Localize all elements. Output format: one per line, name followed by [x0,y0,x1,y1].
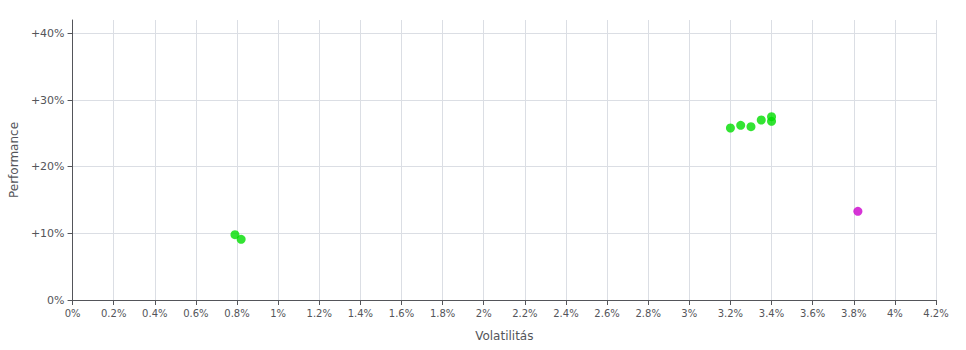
svg-text:+40%: +40% [31,27,65,40]
svg-text:0.8%: 0.8% [224,308,249,319]
svg-text:1%: 1% [270,308,286,319]
svg-text:1.6%: 1.6% [389,308,414,319]
svg-text:+30%: +30% [31,94,65,107]
svg-text:Volatilitás: Volatilitás [475,329,533,343]
svg-text:1.2%: 1.2% [307,308,332,319]
svg-text:4.2%: 4.2% [923,308,948,319]
svg-text:3.8%: 3.8% [841,308,866,319]
svg-text:2.2%: 2.2% [512,308,537,319]
svg-text:Performance: Performance [7,122,21,198]
svg-text:0.4%: 0.4% [142,308,167,319]
svg-text:0%: 0% [47,294,64,307]
svg-text:3%: 3% [681,308,697,319]
svg-text:2.8%: 2.8% [635,308,660,319]
svg-text:4%: 4% [887,308,903,319]
svg-text:0.6%: 0.6% [183,308,208,319]
svg-text:0.2%: 0.2% [101,308,126,319]
svg-text:2%: 2% [476,308,492,319]
svg-text:3.6%: 3.6% [800,308,825,319]
svg-text:1.4%: 1.4% [348,308,373,319]
svg-text:2.4%: 2.4% [553,308,578,319]
svg-text:0%: 0% [65,308,81,319]
svg-text:1.8%: 1.8% [430,308,455,319]
svg-text:+20%: +20% [31,160,65,173]
svg-text:2.6%: 2.6% [594,308,619,319]
svg-text:3.4%: 3.4% [759,308,784,319]
svg-text:+10%: +10% [31,227,65,240]
svg-text:3.2%: 3.2% [718,308,743,319]
